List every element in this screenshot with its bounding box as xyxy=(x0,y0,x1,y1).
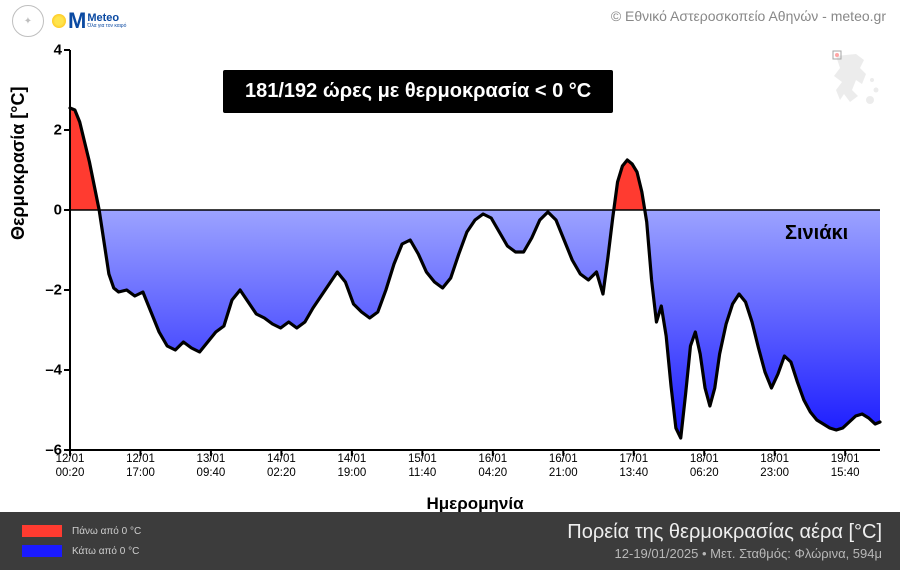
legend: Πάνω από 0 °C Κάτω από 0 °C xyxy=(0,525,141,557)
noa-seal-icon: ✦ xyxy=(12,5,44,37)
x-tick-label: 17/0113:40 xyxy=(619,452,648,481)
region-label: Σινιάκι xyxy=(785,222,848,245)
x-tick-label: 12/0117:00 xyxy=(126,452,155,481)
legend-above-zero: Πάνω από 0 °C xyxy=(22,525,141,537)
y-tick-label: –6 xyxy=(12,442,62,459)
meteo-tagline: Όλα για τον καιρό xyxy=(87,24,126,29)
attribution-text: © Εθνικό Αστεροσκοπείο Αθηνών - meteo.gr xyxy=(611,8,886,24)
summary-banner: 181/192 ώρες με θερμοκρασία < 0 °C xyxy=(223,70,613,113)
meteo-m-icon: M xyxy=(68,8,85,34)
meteo-logo: M Meteo Όλα για τον καιρό xyxy=(52,8,126,34)
legend-below-zero: Κάτω από 0 °C xyxy=(22,545,141,557)
x-tick-label: 18/0123:00 xyxy=(760,452,789,481)
x-tick-label: 16/0121:00 xyxy=(549,452,578,481)
legend-swatch-above xyxy=(22,525,62,537)
x-tick-label: 14/0102:20 xyxy=(267,452,296,481)
footer-bar: Πάνω από 0 °C Κάτω από 0 °C Πορεία της θ… xyxy=(0,512,900,570)
x-tick-label: 15/0111:40 xyxy=(408,452,437,481)
x-tick-label: 16/0104:20 xyxy=(478,452,507,481)
y-tick-label: –4 xyxy=(12,362,62,379)
legend-label-above: Πάνω από 0 °C xyxy=(72,526,141,537)
legend-swatch-below xyxy=(22,545,62,557)
x-tick-label: 19/0115:40 xyxy=(831,452,860,481)
x-tick-label: 13/0109:40 xyxy=(197,452,226,481)
y-tick-label: 2 xyxy=(12,122,62,139)
x-axis-label: Ημερομηνία xyxy=(70,494,880,514)
footer-title: Πορεία της θερμοκρασίας αέρα [°C] xyxy=(567,521,882,544)
x-tick-label: 18/0106:20 xyxy=(690,452,719,481)
y-tick-label: –2 xyxy=(12,282,62,299)
legend-label-below: Κάτω από 0 °C xyxy=(72,546,139,557)
y-tick-label: 0 xyxy=(12,202,62,219)
footer-titles: Πορεία της θερμοκρασίας αέρα [°C] 12-19/… xyxy=(567,521,900,561)
x-tick-label: 12/0100:20 xyxy=(56,452,85,481)
greece-minimap xyxy=(826,50,888,110)
x-tick-label: 14/0119:00 xyxy=(337,452,366,481)
sun-icon xyxy=(52,14,66,28)
y-tick-label: 4 xyxy=(12,42,62,59)
footer-subtitle: 12-19/01/2025 • Μετ. Σταθμός: Φλώρινα, 5… xyxy=(567,546,882,561)
header-bar: ✦ M Meteo Όλα για τον καιρό © Εθνικό Αστ… xyxy=(0,0,900,42)
